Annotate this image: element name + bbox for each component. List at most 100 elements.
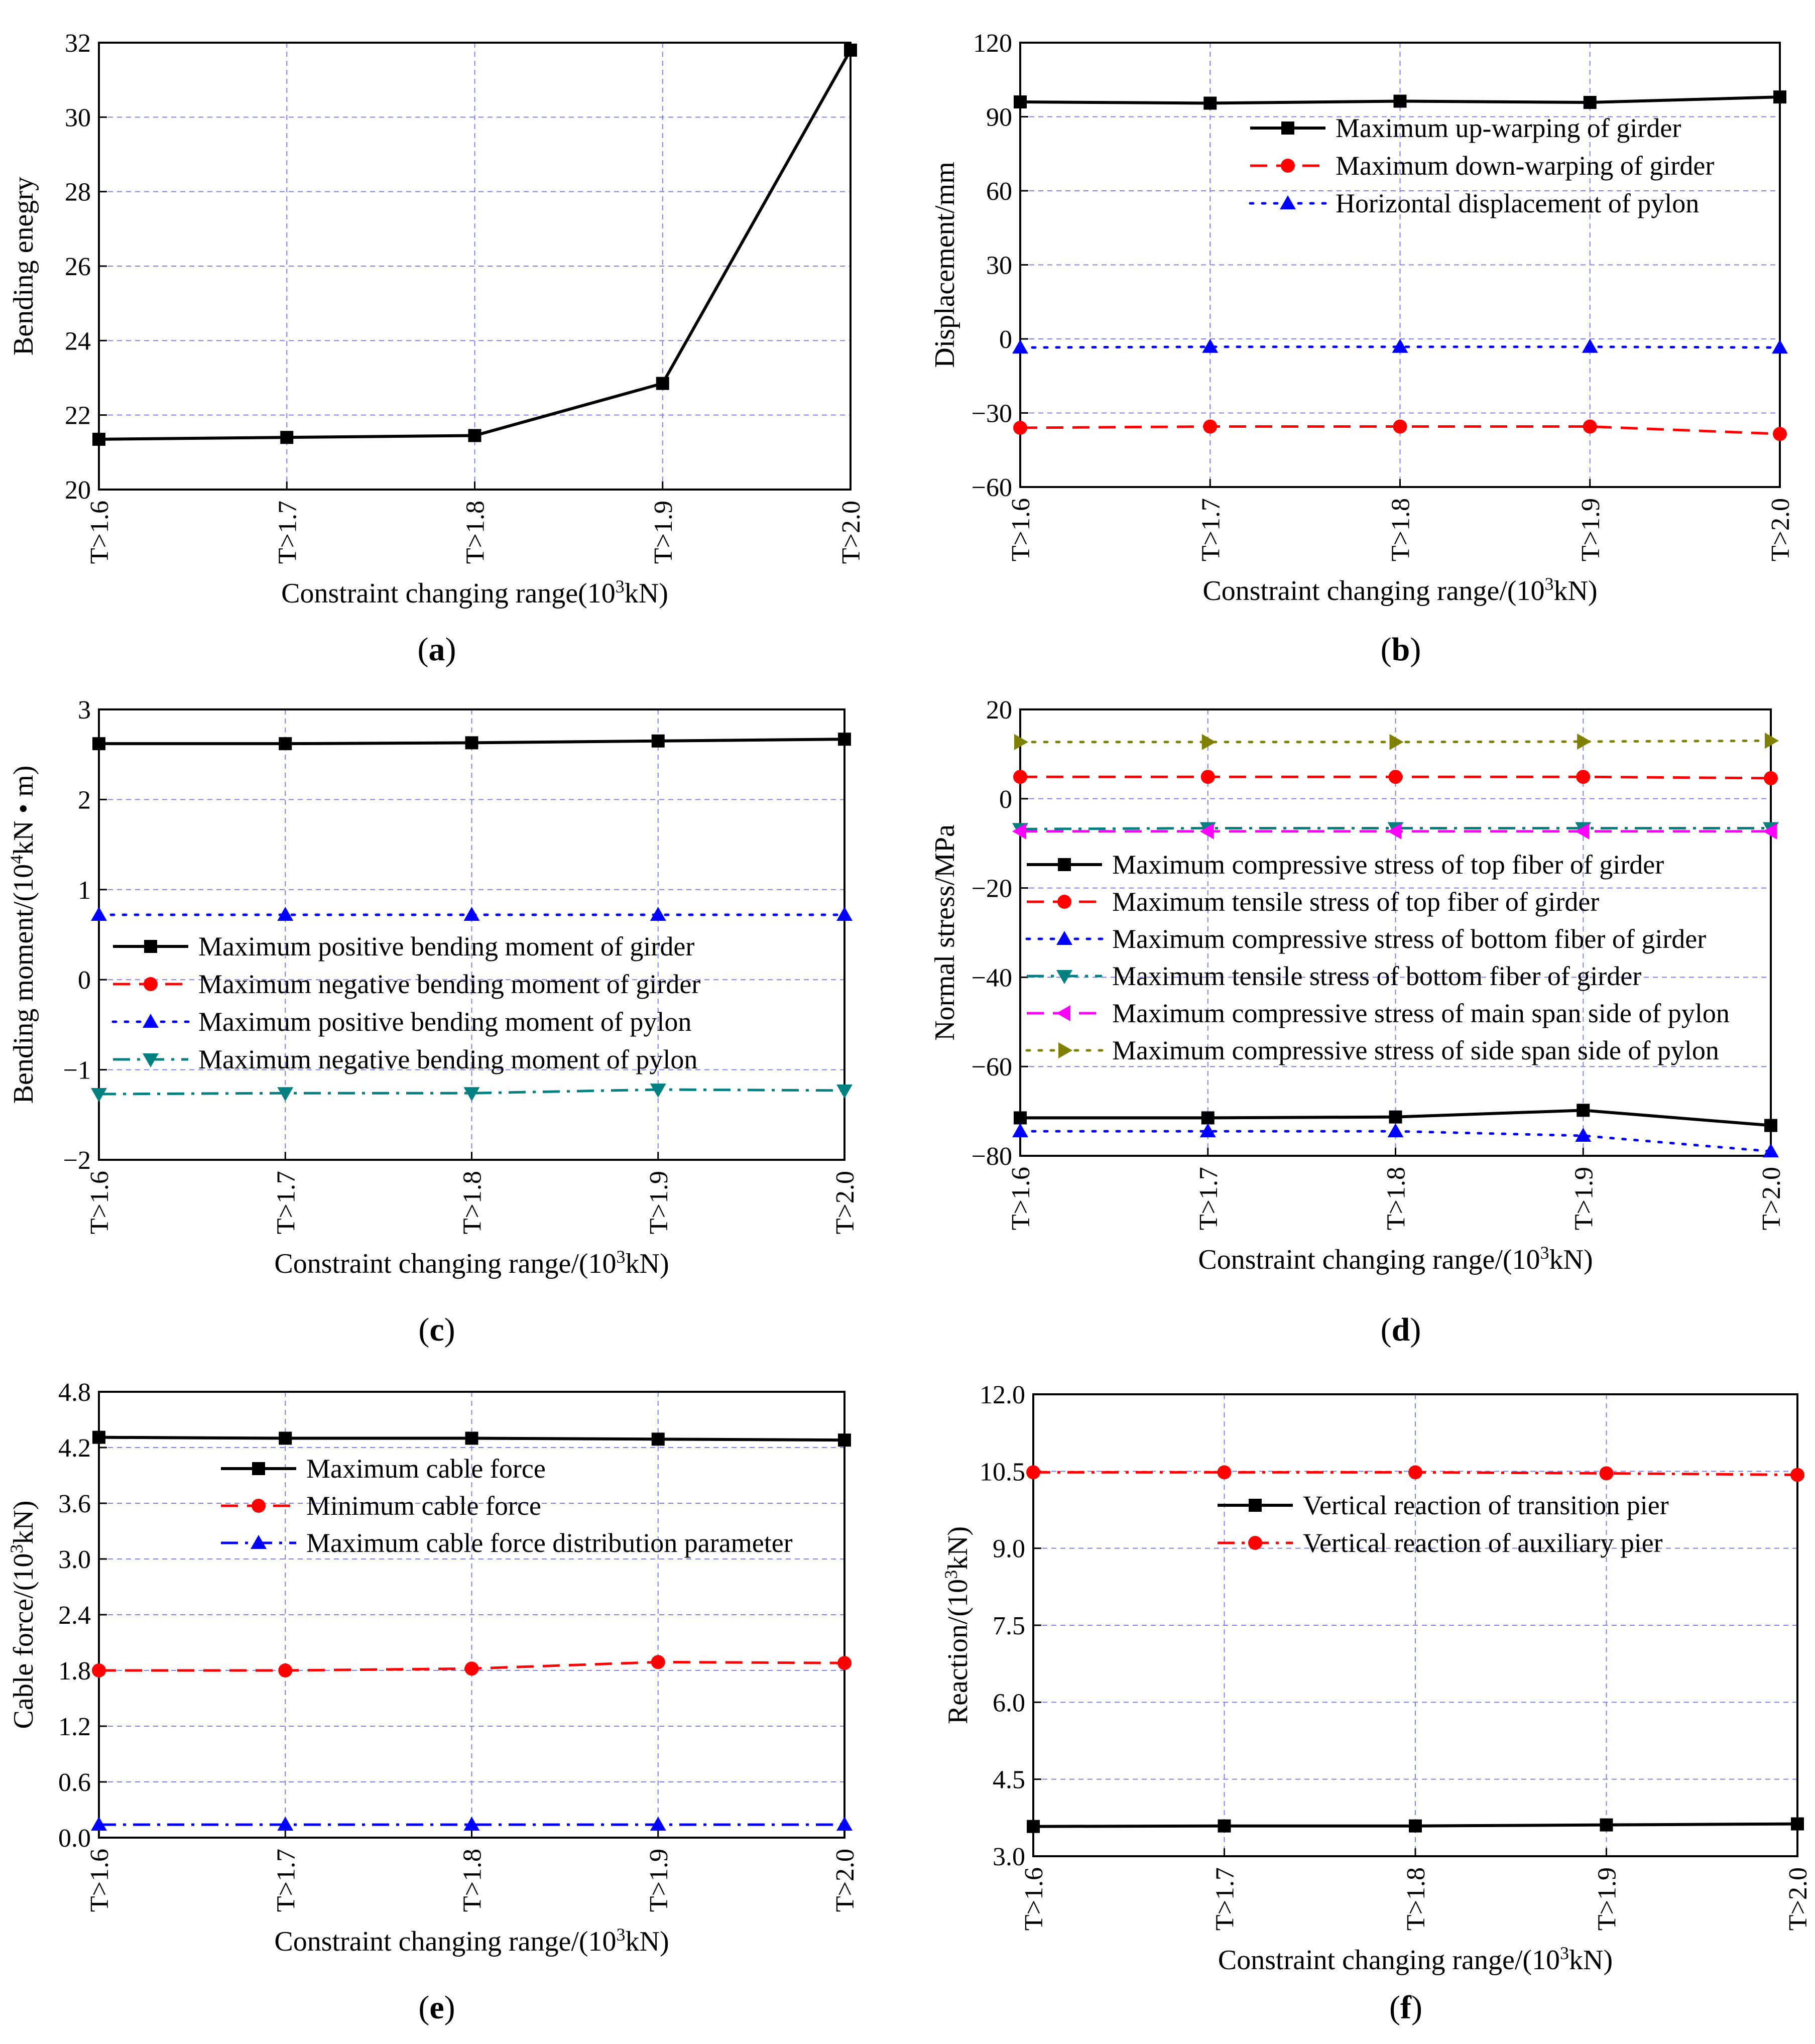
- series-c-1: [92, 733, 851, 751]
- y-tick-label: 2.4: [58, 1601, 91, 1630]
- y-tick-label: −1: [63, 1056, 91, 1085]
- data-point: [91, 1817, 107, 1831]
- data-point: [1218, 1819, 1231, 1833]
- legend-label: Vertical reaction of transition pier: [1303, 1490, 1669, 1520]
- y-tick-label: 4.2: [58, 1434, 91, 1463]
- x-tick-label: T>2.0: [1784, 1867, 1812, 1931]
- x-tick-label: T>1.8: [1387, 498, 1415, 561]
- series-d-2: [1013, 770, 1778, 785]
- data-point: [1583, 419, 1597, 434]
- y-tick-label: −2: [63, 1146, 91, 1175]
- legend-marker: [251, 1535, 267, 1549]
- chart-f: 3.0 4.5 6.0 7.5 9.0 10.5 12.0 T>1.6 T>1.7 T>1.8 T>…: [941, 1381, 1812, 1976]
- data-point: [280, 431, 294, 444]
- data-point: [651, 1655, 665, 1669]
- data-point: [277, 1087, 294, 1102]
- series-f-1: [1027, 1817, 1804, 1833]
- legend-label: Maximum compressive stress of main span …: [1112, 998, 1730, 1028]
- data-point: [1012, 823, 1026, 839]
- y-tick-label: 0: [999, 325, 1012, 354]
- y-tick-label: 1.2: [58, 1713, 91, 1741]
- data-point: [1773, 90, 1786, 104]
- legend-c: Maximum positive bending moment of girde…: [111, 931, 700, 1074]
- data-point: [1387, 1123, 1404, 1138]
- series-d-6: [1014, 733, 1779, 750]
- y-tick-label: −20: [972, 875, 1012, 903]
- data-point: [1013, 770, 1027, 784]
- data-point: [1599, 1466, 1614, 1481]
- data-point: [91, 1088, 107, 1103]
- data-point: [1389, 734, 1404, 750]
- data-point: [277, 907, 294, 921]
- y-tick-label: 1.8: [58, 1657, 91, 1686]
- series-e-3: [91, 1817, 853, 1831]
- y-tick-label: 26: [65, 253, 91, 281]
- y-tick-label: 6.0: [993, 1689, 1025, 1717]
- x-tick-label: T>1.9: [645, 1849, 673, 1912]
- legend-e: Maximum cable force Minimum cable force Ma…: [221, 1454, 793, 1558]
- data-point: [279, 1431, 292, 1445]
- series-f-2: [1026, 1465, 1804, 1482]
- y-tick-label: 0: [78, 966, 91, 995]
- series-e-1: [92, 1430, 851, 1447]
- x-tick-label: T>1.9: [1569, 1167, 1598, 1230]
- data-point: [1387, 823, 1402, 839]
- data-point: [1026, 1465, 1040, 1480]
- data-point: [650, 907, 666, 921]
- chart-a: 20 22 24 26 28 30 32 T>1.6 T>1.7 T>1.8 T>1.9 T>2.0 C…: [8, 29, 866, 609]
- y-tick-label: 60: [986, 177, 1012, 206]
- y-tick-label: 90: [986, 103, 1012, 132]
- data-point: [463, 907, 480, 921]
- x-tick-label: T>1.9: [1593, 1867, 1622, 1931]
- data-point: [1577, 1104, 1590, 1117]
- y-tick-label: 9.0: [993, 1535, 1025, 1564]
- y-tick-label: 30: [986, 252, 1012, 280]
- panel-label-e: (e): [418, 1989, 455, 2026]
- data-point: [92, 737, 105, 751]
- x-axis-label: Constraint changing range/(103kN): [1198, 1243, 1593, 1275]
- x-tick-label: T>1.9: [645, 1171, 673, 1234]
- legend-label: Maximum positive bending moment of pylon: [198, 1007, 691, 1037]
- legend-label: Maximum negative bending moment of pylon: [198, 1044, 697, 1074]
- grid-a: [99, 43, 851, 490]
- y-axis-label: Cable force/(103kN): [7, 1501, 39, 1729]
- legend-label: Maximum cable force distribution paramet…: [306, 1528, 793, 1558]
- x-axis-label: Constraint changing range/(103kN): [274, 1247, 669, 1279]
- data-point: [651, 1432, 665, 1446]
- x-tick-label: T>1.8: [458, 1849, 487, 1912]
- x-tick-label: T>1.9: [1577, 498, 1605, 561]
- data-point: [1582, 338, 1598, 353]
- data-point: [1201, 1111, 1215, 1125]
- y-axis-label: Bending moment/(104kN • m): [7, 766, 39, 1104]
- legend-label: Maximum compressive stress of side span …: [1112, 1035, 1719, 1065]
- y-tick-label: −60: [972, 1053, 1012, 1081]
- y-axis-label: Displacement/mm: [929, 162, 960, 368]
- legend-marker: [1056, 970, 1072, 984]
- data-point: [1014, 1111, 1027, 1125]
- x-tick-label: T>1.9: [649, 501, 678, 564]
- x-tick-label: T>1.7: [1196, 498, 1225, 561]
- y-tick-label: 3.0: [993, 1843, 1025, 1871]
- data-point: [1027, 1820, 1040, 1833]
- y-axis-label: Reaction/(103kN): [941, 1526, 974, 1724]
- data-point: [465, 736, 478, 750]
- x-axis-label: Constraint changing range/(103kN): [1202, 574, 1597, 607]
- x-axis-label: Constraint changing range(103kN): [281, 576, 668, 609]
- data-point: [279, 737, 292, 751]
- x-tick-label: T>2.0: [831, 1849, 860, 1912]
- chart-e: 0.0 0.6 1.2 1.8 2.4 3.0 3.6 4.2 4.8 T>1.6 T>1.7 T>1…: [7, 1378, 860, 1957]
- data-point: [464, 1661, 479, 1676]
- panel-label-d: (d): [1381, 1311, 1421, 1348]
- data-point: [1408, 1465, 1422, 1480]
- data-point: [1763, 823, 1777, 839]
- y-tick-label: 20: [986, 696, 1012, 725]
- data-point: [1199, 823, 1214, 839]
- y-tick-label: 1: [78, 876, 91, 905]
- legend-label: Maximum compressive stress of top fiber …: [1112, 850, 1664, 880]
- data-point: [1393, 419, 1407, 434]
- y-tick-label: 24: [65, 327, 91, 355]
- y-tick-label: 0.6: [58, 1768, 91, 1797]
- y-tick-label: 32: [65, 29, 91, 58]
- data-point: [92, 432, 105, 446]
- x-tick-label: T>2.0: [1766, 498, 1795, 561]
